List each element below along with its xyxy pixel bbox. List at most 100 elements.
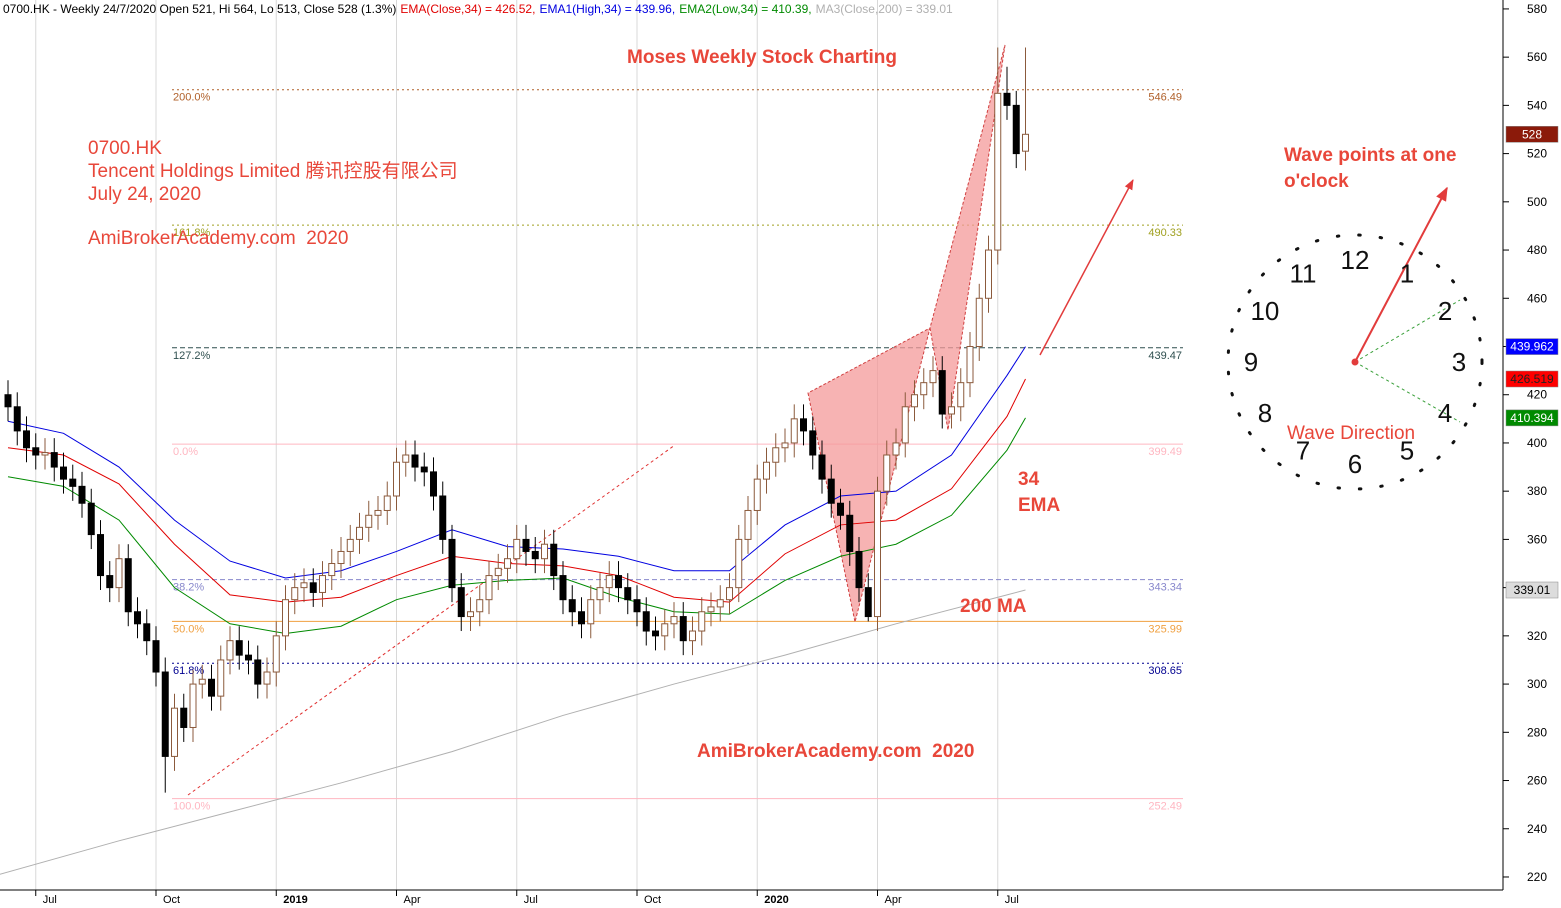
fib-value: 546.49: [1148, 92, 1182, 104]
candle-body: [550, 543, 558, 577]
candle-body: [69, 478, 77, 487]
candle-body: [568, 599, 576, 613]
annotation: Wave points at one: [1284, 145, 1456, 166]
annotation: Wave Direction: [1287, 423, 1415, 444]
clock-hand: [1354, 299, 1461, 363]
fib-percent: 0.0%: [173, 446, 198, 458]
y-tick-label: 420: [1527, 388, 1547, 402]
candle-body: [753, 478, 761, 511]
y-tick-label: 240: [1527, 822, 1547, 836]
indicator-line: [0, 589, 1026, 875]
candle-body: [837, 502, 844, 516]
candle-body: [1012, 104, 1020, 155]
clock-number: 10: [1250, 296, 1279, 326]
price-tag-label: 426.519: [1510, 372, 1554, 386]
candle-body: [97, 534, 104, 577]
y-tick-label: 480: [1527, 243, 1547, 257]
candle-body: [957, 382, 965, 408]
y-tick-label: 320: [1527, 629, 1547, 643]
candle-body: [208, 678, 215, 697]
y-tick-label: 360: [1527, 532, 1547, 546]
candle-body: [365, 514, 373, 528]
x-tick-label: Jul: [524, 894, 538, 906]
candle-body: [670, 616, 678, 625]
candle-body: [328, 563, 336, 577]
annotation: Moses Weekly Stock Charting: [627, 47, 897, 68]
fib-percent: 161.8%: [173, 227, 211, 239]
candle-body: [374, 509, 382, 516]
legend-entry: EMA1(High,34) = 439.96,: [539, 2, 675, 16]
candle-body: [827, 478, 835, 504]
y-tick-label: 460: [1527, 291, 1547, 305]
candle-body: [985, 249, 992, 299]
x-tick-label: 2020: [764, 894, 788, 906]
clock-arrow: [1354, 186, 1448, 363]
annotation: o'clock: [1284, 171, 1349, 192]
pattern-layer: [187, 44, 1006, 796]
x-tick-label: Apr: [404, 894, 421, 906]
candle-body: [596, 587, 604, 601]
x-tick-label: Jul: [1005, 894, 1019, 906]
candle-body: [235, 640, 243, 656]
legend-entry: MA3(Close,200) = 339.01: [816, 2, 953, 16]
arrow: [1039, 179, 1134, 356]
candle-body: [383, 495, 391, 511]
candle-body: [559, 575, 567, 601]
candle-body: [23, 430, 30, 449]
fib-value: 308.65: [1148, 665, 1182, 677]
y-tick-label: 400: [1527, 436, 1547, 450]
grid-layer: [35, 0, 999, 890]
candle-body: [356, 526, 363, 540]
clock-number: 6: [1348, 449, 1362, 479]
y-tick-label: 560: [1527, 50, 1547, 64]
price-tag-label: 528: [1522, 127, 1542, 141]
candle-body: [864, 587, 872, 618]
price-tag-label: 339.01: [1514, 583, 1551, 597]
price-tag: [1505, 338, 1559, 355]
candle-body: [522, 538, 530, 552]
clock-hand: [1354, 361, 1461, 423]
annotation: 0700.HK: [88, 138, 162, 159]
clock-number: 4: [1438, 398, 1452, 428]
candle-body: [541, 543, 548, 560]
y-tick-label: 380: [1527, 484, 1547, 498]
candle-body: [152, 640, 160, 673]
candle-body: [809, 430, 817, 456]
price-tag: [1505, 409, 1559, 427]
annotation: EMA: [1018, 495, 1061, 516]
candle-body: [892, 442, 900, 456]
candle-body: [337, 550, 345, 565]
price-tag: [1505, 581, 1559, 599]
candle-body: [41, 452, 49, 456]
x-tick-label: Jul: [43, 894, 57, 906]
candle-body: [707, 606, 715, 613]
candle-body: [226, 640, 234, 661]
harmonic-pattern: [807, 327, 931, 623]
candle-body: [513, 538, 521, 560]
candle-body: [818, 454, 826, 480]
candle-body: [245, 654, 252, 661]
clock-number: 11: [1290, 259, 1317, 289]
candle-body: [134, 611, 141, 625]
annotation: July 24, 2020: [88, 184, 201, 205]
candle-body: [846, 514, 854, 552]
candle-body: [115, 558, 123, 589]
candle-body: [346, 538, 354, 552]
fib-percent: 50.0%: [173, 623, 204, 635]
candle-body: [605, 575, 613, 589]
candle-body: [744, 509, 752, 540]
candle-body: [698, 611, 706, 632]
legend-entry: EMA2(Low,34) = 410.39,: [679, 2, 811, 16]
candle-body: [32, 447, 40, 456]
candle-body: [448, 538, 456, 589]
annotation: AmiBrokerAcademy.com 2020: [88, 228, 348, 249]
candle-body: [689, 630, 696, 642]
price-tag: [1505, 370, 1559, 388]
candle-body: [587, 599, 595, 625]
candle-body: [578, 611, 585, 625]
candle-body: [4, 394, 12, 408]
header: 0700.HK - Weekly 24/7/2020 Open 521, Hi …: [3, 2, 953, 16]
